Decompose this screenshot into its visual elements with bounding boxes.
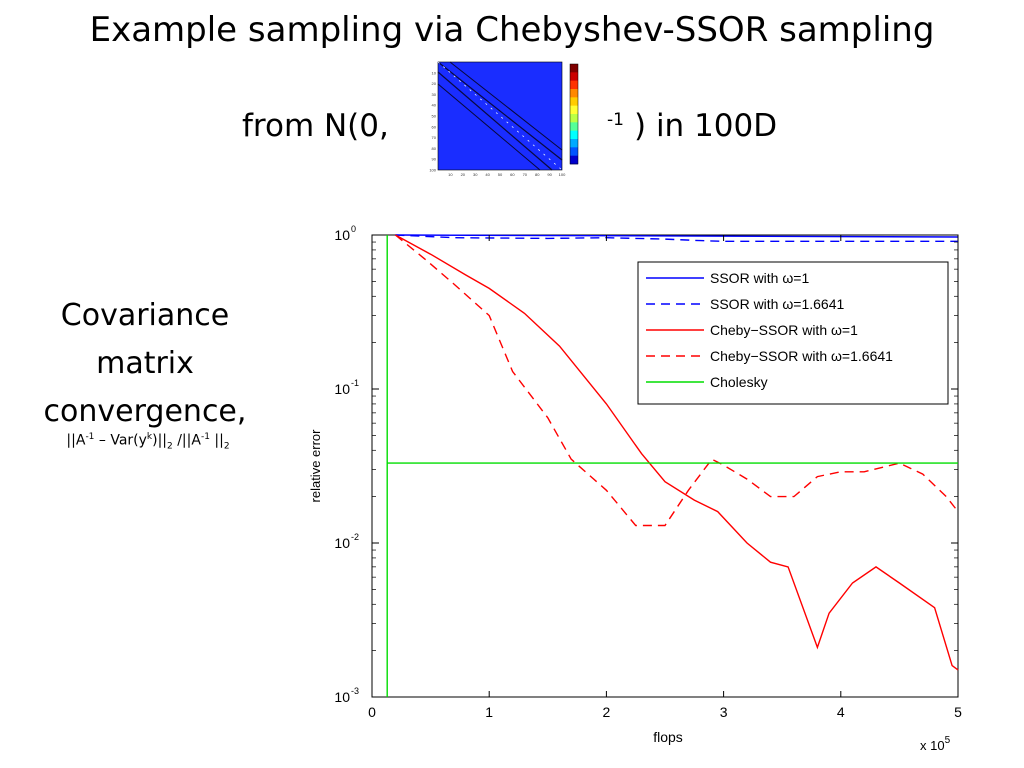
formula-sup: -1 bbox=[85, 432, 95, 442]
series-layer bbox=[386, 234, 959, 697]
legend-label: Cholesky bbox=[710, 374, 768, 390]
y-tick-exponent: 0 bbox=[351, 224, 356, 234]
colorbar-segment bbox=[570, 122, 578, 131]
heatmap-x-tick: 60 bbox=[510, 172, 515, 177]
heatmap-x-tick: 30 bbox=[473, 172, 478, 177]
y-tick-exponent: -2 bbox=[351, 532, 359, 542]
heatmap-y-tick: 30 bbox=[432, 92, 437, 97]
formula-part: || bbox=[209, 432, 224, 449]
heatmap-x-tick: 10 bbox=[448, 172, 453, 177]
heatmap-x-tick: 40 bbox=[485, 172, 490, 177]
x-tick-label: 2 bbox=[603, 704, 611, 720]
heatmap-band-lower-edge bbox=[437, 83, 541, 171]
y-tick-label: 10 bbox=[334, 689, 350, 705]
dimension-label: ) in 100D bbox=[634, 108, 778, 144]
colorbar-segment bbox=[570, 97, 578, 106]
heatmap-colorbar bbox=[569, 63, 579, 165]
heatmap-y-tick: 60 bbox=[432, 124, 437, 129]
series-line-5 bbox=[386, 235, 958, 697]
heatmap-y-tick: 70 bbox=[432, 135, 437, 140]
x-ticks: 0 1 2 3 4 5 bbox=[368, 235, 962, 720]
heatmap-x-tick: 50 bbox=[498, 172, 503, 177]
x-tick-label: 1 bbox=[485, 704, 493, 720]
colorbar-segment bbox=[570, 147, 578, 156]
heatmap-y-tick: 20 bbox=[432, 81, 437, 86]
y-tick-label: 10 bbox=[334, 535, 350, 551]
x-multiplier: x 105 bbox=[920, 735, 951, 753]
legend: SSOR with ω=1 SSOR with ω=1.6641 Cheby−SSO… bbox=[637, 261, 949, 405]
legend-label: SSOR with ω=1.6641 bbox=[710, 296, 844, 312]
heatmap-y-tick: 10 bbox=[432, 70, 437, 75]
legend-box bbox=[637, 261, 949, 405]
heatmap-x-tick: 20 bbox=[461, 172, 466, 177]
legend-label: Cheby−SSOR with ω=1 bbox=[710, 322, 858, 338]
colorbar-segment bbox=[570, 130, 578, 140]
colorbar-segment bbox=[570, 155, 578, 165]
heatmap-y-tick: 50 bbox=[432, 114, 437, 119]
covariance-caption: Covariance matrix convergence, bbox=[20, 292, 270, 436]
from-label: from N(0, bbox=[242, 108, 389, 144]
series-line-4 bbox=[394, 234, 959, 527]
caption-line-2: matrix bbox=[96, 346, 194, 381]
y-tick-label: 10 bbox=[334, 381, 350, 397]
formula-part: ||A bbox=[66, 432, 86, 449]
colorbar-segment bbox=[570, 89, 578, 98]
formula-part: /||A bbox=[172, 432, 201, 449]
y-tick-exponent: -3 bbox=[351, 686, 359, 696]
colorbar-segment bbox=[570, 114, 578, 123]
heatmap-band-lower bbox=[437, 71, 553, 171]
heatmap-band-upper bbox=[437, 61, 563, 161]
colorbar-segment bbox=[570, 64, 578, 73]
heatmap-band-upper-edge bbox=[449, 61, 563, 151]
covariance-heatmap: 10 20 30 40 50 60 70 80 90 100 10 20 30 40 50 60 70 80 90… bbox=[420, 58, 592, 178]
formula-sup: k bbox=[146, 432, 153, 442]
heatmap-x-ticks: 10 20 30 40 50 60 70 80 90 100 bbox=[448, 172, 566, 177]
colorbar-segment bbox=[570, 139, 578, 148]
x-tick-label: 4 bbox=[837, 704, 845, 720]
heatmap-y-tick: 40 bbox=[432, 103, 437, 108]
heatmap-y-tick: 90 bbox=[432, 157, 437, 162]
y-tick-exponent: -1 bbox=[351, 378, 359, 388]
x-axis-label: flops bbox=[653, 729, 683, 745]
caption-line-1: Covariance bbox=[60, 298, 230, 333]
heatmap-plot-area bbox=[437, 61, 563, 171]
series-line-3 bbox=[395, 234, 959, 671]
formula-part: )|| bbox=[152, 432, 168, 449]
colorbar-segment bbox=[570, 105, 578, 115]
x-multiplier-exp: 5 bbox=[945, 735, 951, 746]
heatmap-y-tick: 100 bbox=[429, 168, 436, 173]
x-tick-label: 3 bbox=[720, 704, 728, 720]
colorbar-segment bbox=[570, 72, 578, 81]
legend-label: Cheby−SSOR with ω=1.6641 bbox=[710, 348, 893, 364]
formula-sup: -1 bbox=[200, 432, 210, 442]
colorbar-segment bbox=[570, 80, 578, 90]
heatmap-x-tick: 70 bbox=[523, 172, 528, 177]
heatmap-y-tick: 80 bbox=[432, 146, 437, 151]
formula-sub: 2 bbox=[167, 441, 173, 452]
x-tick-label: 0 bbox=[368, 704, 376, 720]
relative-error-formula: ||A-1 – Var(yk)||2 /||A-1 ||2 bbox=[18, 432, 278, 451]
x-multiplier-base: x 10 bbox=[920, 738, 945, 753]
x-tick-label: 5 bbox=[954, 704, 962, 720]
heatmap-x-tick: 100 bbox=[559, 172, 566, 177]
colorbar-frame bbox=[569, 63, 579, 165]
heatmap-x-tick: 90 bbox=[547, 172, 552, 177]
y-axis-label: relative error bbox=[308, 429, 323, 503]
formula-sub: 2 bbox=[223, 441, 230, 452]
series-line-2 bbox=[395, 234, 958, 242]
slide-title: Example sampling via Chebyshev-SSOR samp… bbox=[89, 10, 935, 50]
y-tick-label: 10 bbox=[334, 227, 350, 243]
formula-part: – Var(y bbox=[94, 432, 147, 449]
heatmap-y-ticks: 10 20 30 40 50 60 70 80 90 100 bbox=[429, 70, 436, 172]
heatmap-x-tick: 80 bbox=[535, 172, 540, 177]
caption-line-3: convergence, bbox=[43, 394, 247, 429]
legend-label: SSOR with ω=1 bbox=[710, 270, 809, 286]
inverse-superscript: -1 bbox=[607, 110, 624, 130]
